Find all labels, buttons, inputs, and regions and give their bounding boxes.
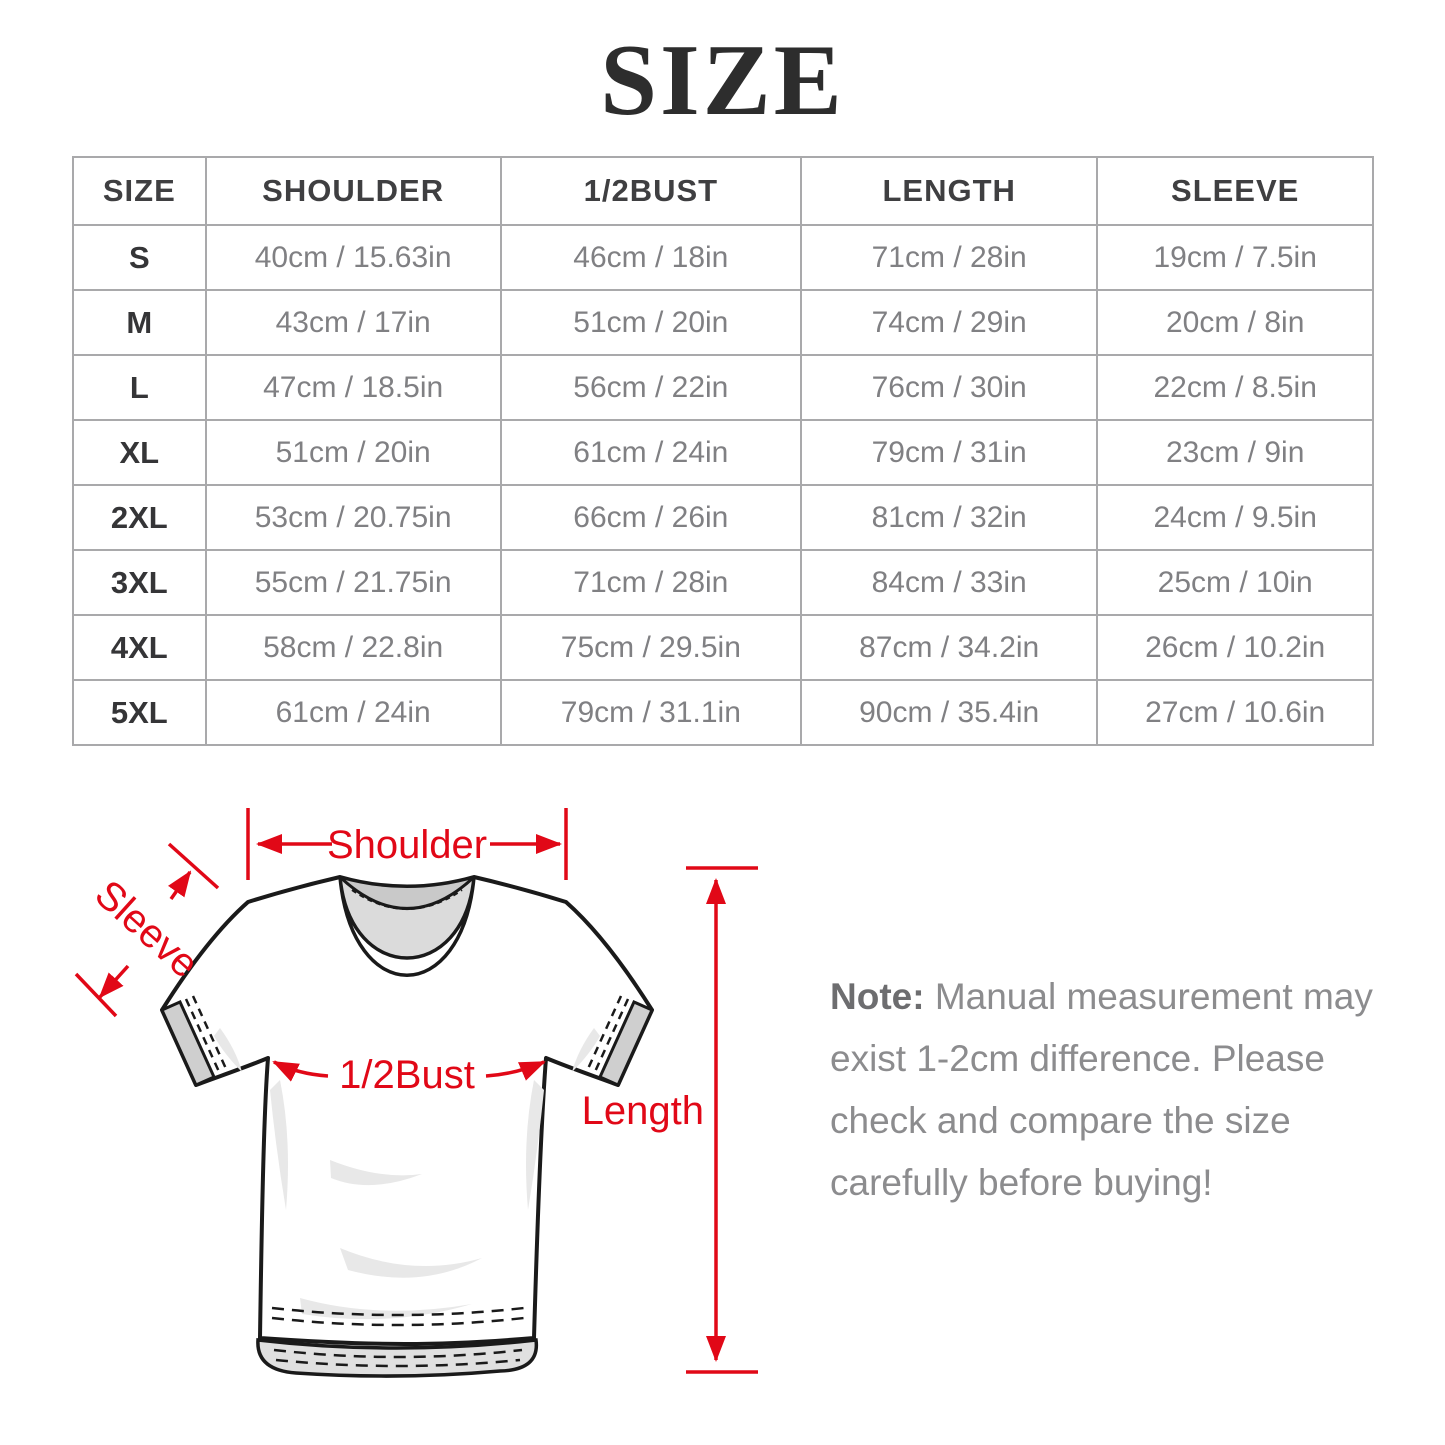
measurement-cell: 23cm / 9in [1096,419,1374,486]
bust-label: 1/2Bust [339,1053,475,1097]
wrinkle-shading [214,1028,600,1320]
measurement-cell: 61cm / 24in [204,679,502,746]
table-row: 3XL 55cm / 21.75in 71cm / 28in 84cm / 33… [72,549,1374,616]
measurement-cell: 75cm / 29.5in [499,614,802,681]
header-cell-bust: 1/2BUST [499,156,802,226]
measurement-cell: 79cm / 31.1in [499,679,802,746]
measurement-arrows [74,808,758,1374]
length-label: Length [582,1089,704,1133]
measurement-cell: 46cm / 18in [499,224,802,291]
size-cell: S [72,224,207,291]
measurement-cell: 55cm / 21.75in [204,549,502,616]
measurement-cell: 56cm / 22in [499,354,802,421]
table-row: M 43cm / 17in 51cm / 20in 74cm / 29in 20… [72,289,1374,356]
collar-stitching [351,889,463,910]
sleeve-arrow-down [98,964,130,999]
size-cell: 5XL [72,679,207,746]
bust-arrow-right [485,1060,546,1081]
bust-arrow-left [272,1060,329,1082]
measurement-cell: 47cm / 18.5in [204,354,502,421]
measurement-cell: 24cm / 9.5in [1096,484,1374,551]
header-cell-size: SIZE [72,156,207,226]
measurement-cell: 22cm / 8.5in [1096,354,1374,421]
measurement-cell: 40cm / 15.63in [204,224,502,291]
sleeve-arrow-up [168,870,192,901]
note-line: Note: Manual measurement may [830,966,1410,1028]
measurement-cell: 26cm / 10.2in [1096,614,1374,681]
measurement-cell: 76cm / 30in [799,354,1099,421]
note-line: carefully before buying! [830,1162,1213,1203]
table-row: 2XL 53cm / 20.75in 66cm / 26in 81cm / 32… [72,484,1374,551]
measurement-cell: 53cm / 20.75in [204,484,502,551]
note-line-text: Manual measurement may [934,976,1373,1017]
table-row: L 47cm / 18.5in 56cm / 22in 76cm / 30in … [72,354,1374,421]
page-title: SIZE [600,24,845,137]
size-cell: M [72,289,207,356]
table-header-row: SIZE SHOULDER 1/2BUST LENGTH SLEEVE [72,156,1374,226]
measurement-cell: 25cm / 10in [1096,549,1374,616]
table-row: 4XL 58cm / 22.8in 75cm / 29.5in 87cm / 3… [72,614,1374,681]
sleeve-tick-bottom [74,972,118,1018]
measurement-cell: 84cm / 33in [799,549,1099,616]
measurement-cell: 51cm / 20in [204,419,502,486]
measurement-cell: 79cm / 31in [799,419,1099,486]
header-cell-shoulder: SHOULDER [204,156,502,226]
measurement-cell: 43cm / 17in [204,289,502,356]
measurement-cell: 58cm / 22.8in [204,614,502,681]
measurement-cell: 74cm / 29in [799,289,1099,356]
sleeve-tick-top [167,842,220,890]
size-cell: 3XL [72,549,207,616]
table-row: 5XL 61cm / 24in 79cm / 31.1in 90cm / 35.… [72,679,1374,746]
measurement-cell: 90cm / 35.4in [799,679,1099,746]
size-cell: 2XL [72,484,207,551]
measurement-cell: 66cm / 26in [499,484,802,551]
table-row: S 40cm / 15.63in 46cm / 18in 71cm / 28in… [72,224,1374,291]
measurement-cell: 19cm / 7.5in [1096,224,1374,291]
table-row: XL 51cm / 20in 61cm / 24in 79cm / 31in 2… [72,419,1374,486]
hem-stitching [271,1306,525,1368]
note-line: exist 1-2cm difference. Please [830,1038,1325,1079]
collar [338,875,476,977]
size-table: SIZE SHOULDER 1/2BUST LENGTH SLEEVE S 40… [72,156,1374,746]
measurement-cell: 81cm / 32in [799,484,1099,551]
note-label: Note: [830,976,925,1017]
shoulder-label: Shoulder [327,823,487,867]
measurement-cell: 71cm / 28in [499,549,802,616]
sleeve-cuffs [160,995,654,1087]
size-cell: 4XL [72,614,207,681]
measurement-cell: 20cm / 8in [1096,289,1374,356]
measurement-cell: 61cm / 24in [499,419,802,486]
sleeve-label: Sleeve [87,872,207,987]
measurement-cell: 51cm / 20in [499,289,802,356]
note-text: Note: Manual measurement may exist 1-2cm… [830,966,1410,1214]
header-cell-length: LENGTH [799,156,1099,226]
size-cell: L [72,354,207,421]
measurement-cell: 27cm / 10.6in [1096,679,1374,746]
measurement-cell: 87cm / 34.2in [799,614,1099,681]
header-cell-sleeve: SLEEVE [1096,156,1374,226]
hem [256,1306,539,1378]
note-line: check and compare the size [830,1100,1291,1141]
size-cell: XL [72,419,207,486]
tshirt-measurement-diagram: Shoulder Sleeve 1/2Bust Length [74,808,758,1378]
measurement-cell: 71cm / 28in [799,224,1099,291]
